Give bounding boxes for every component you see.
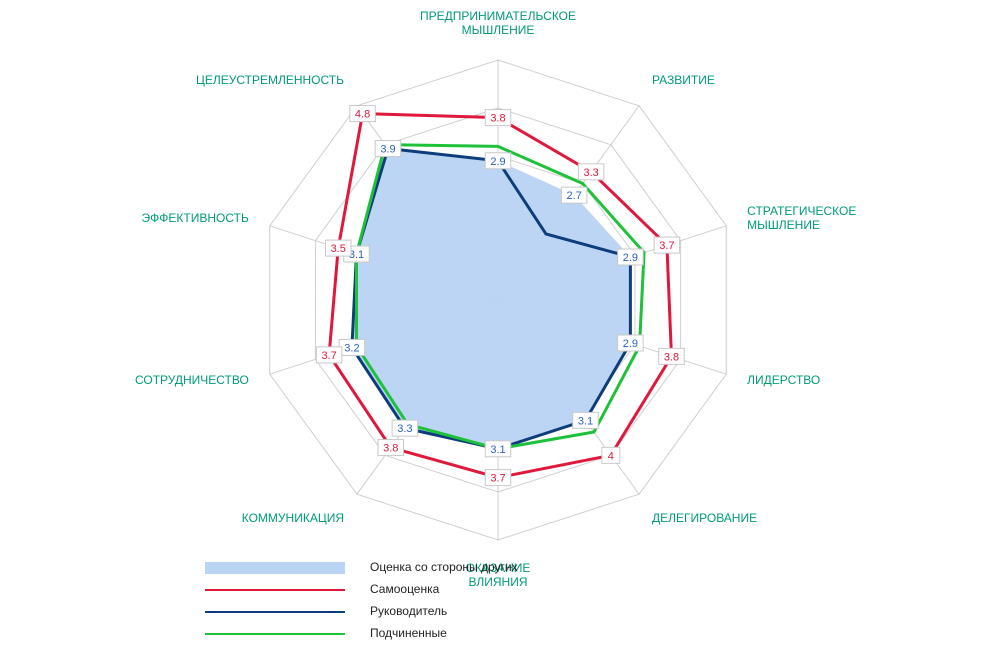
others-value-label: 3.2 bbox=[344, 342, 359, 354]
self-value-label: 3.8 bbox=[490, 113, 505, 125]
others-value-label: 3.1 bbox=[578, 415, 593, 427]
self-value-label: 3.8 bbox=[383, 443, 398, 455]
others-value-label: 3.3 bbox=[397, 423, 412, 435]
axis-label: ЭФФЕКТИВНОСТЬ bbox=[142, 211, 249, 225]
series-area-others bbox=[351, 148, 631, 449]
axis-label: СОТРУДНИЧЕСТВО bbox=[135, 373, 249, 387]
others-value-label: 2.9 bbox=[623, 338, 638, 350]
others-value-box bbox=[484, 440, 512, 458]
axis-label: ОКАЗАНИЕ ВЛИЯНИЯ bbox=[466, 561, 531, 589]
others-value-label: 2.9 bbox=[490, 156, 505, 168]
others-value-label: 2.9 bbox=[623, 252, 638, 264]
others-value-label: 3.1 bbox=[349, 249, 364, 261]
axis-label: СТРАТЕГИЧЕСКОЕ МЫШЛЕНИЕ bbox=[747, 204, 856, 232]
legend-swatch-others bbox=[205, 562, 345, 574]
legend-swatch-self bbox=[205, 589, 345, 591]
self-value-label: 3.7 bbox=[659, 240, 674, 252]
others-value-label: 3.9 bbox=[380, 144, 395, 156]
self-value-box bbox=[484, 469, 512, 487]
self-value-box bbox=[377, 439, 405, 457]
legend-swatch-subordinates bbox=[205, 633, 345, 635]
self-value-box bbox=[658, 347, 685, 365]
others-value-box bbox=[391, 419, 419, 437]
axis-label: ДЕЛЕГИРОВАНИЕ bbox=[652, 511, 757, 525]
self-value-box bbox=[324, 239, 352, 257]
self-value-label: 3.5 bbox=[331, 243, 346, 255]
self-value-label: 4 bbox=[608, 450, 614, 462]
others-value-label: 2.7 bbox=[567, 190, 582, 202]
others-value-box bbox=[484, 152, 512, 170]
legend-label-subordinates: Подчиненные bbox=[370, 626, 447, 640]
self-value-box bbox=[349, 105, 376, 123]
legend-label-others: Оценка со стороны других bbox=[370, 560, 518, 574]
self-value-label: 3.7 bbox=[490, 473, 505, 485]
axis-label: КОММУНИКАЦИЯ bbox=[242, 511, 344, 525]
legend-label-manager: Руководитель bbox=[370, 604, 448, 618]
axis-label: ЛИДЕРСТВО bbox=[747, 373, 820, 387]
self-value-box bbox=[484, 109, 512, 127]
self-value-label: 3.3 bbox=[583, 167, 598, 179]
self-value-box bbox=[653, 236, 681, 254]
self-value-label: 4.8 bbox=[355, 109, 370, 121]
others-value-box bbox=[374, 140, 402, 158]
others-value-box bbox=[617, 334, 644, 352]
others-value-box bbox=[572, 411, 599, 429]
self-value-box bbox=[601, 446, 621, 464]
value-labels: 2.9 2.7 2.9 2.9 3.1 3.1 3.3 3.2 3.1 3.9 3.8 3.3 3.7 3… bbox=[315, 105, 685, 487]
others-value-box bbox=[617, 248, 644, 266]
axis-labels: ПРЕДПРИНИМАТЕЛЬСКОЕ МЫШЛЕНИЕ РАЗВИТИЕ СТРАТ… bbox=[135, 9, 856, 589]
axis-label: ЦЕЛЕУСТРЕМЛЕННОСТЬ bbox=[196, 73, 344, 87]
self-value-label: 3.7 bbox=[321, 350, 336, 362]
self-value-box bbox=[315, 346, 343, 364]
others-value-box bbox=[560, 186, 588, 204]
axis-label: ПРЕДПРИНИМАТЕЛЬСКОЕ МЫШЛЕНИЕ bbox=[420, 9, 576, 37]
self-value-label: 3.8 bbox=[664, 351, 679, 363]
axis-label: РАЗВИТИЕ bbox=[652, 73, 715, 87]
legend-swatch-manager bbox=[205, 611, 345, 613]
legend-label-self: Самооценка bbox=[370, 582, 440, 596]
self-value-box bbox=[577, 163, 605, 181]
others-value-label: 3.1 bbox=[490, 444, 505, 456]
